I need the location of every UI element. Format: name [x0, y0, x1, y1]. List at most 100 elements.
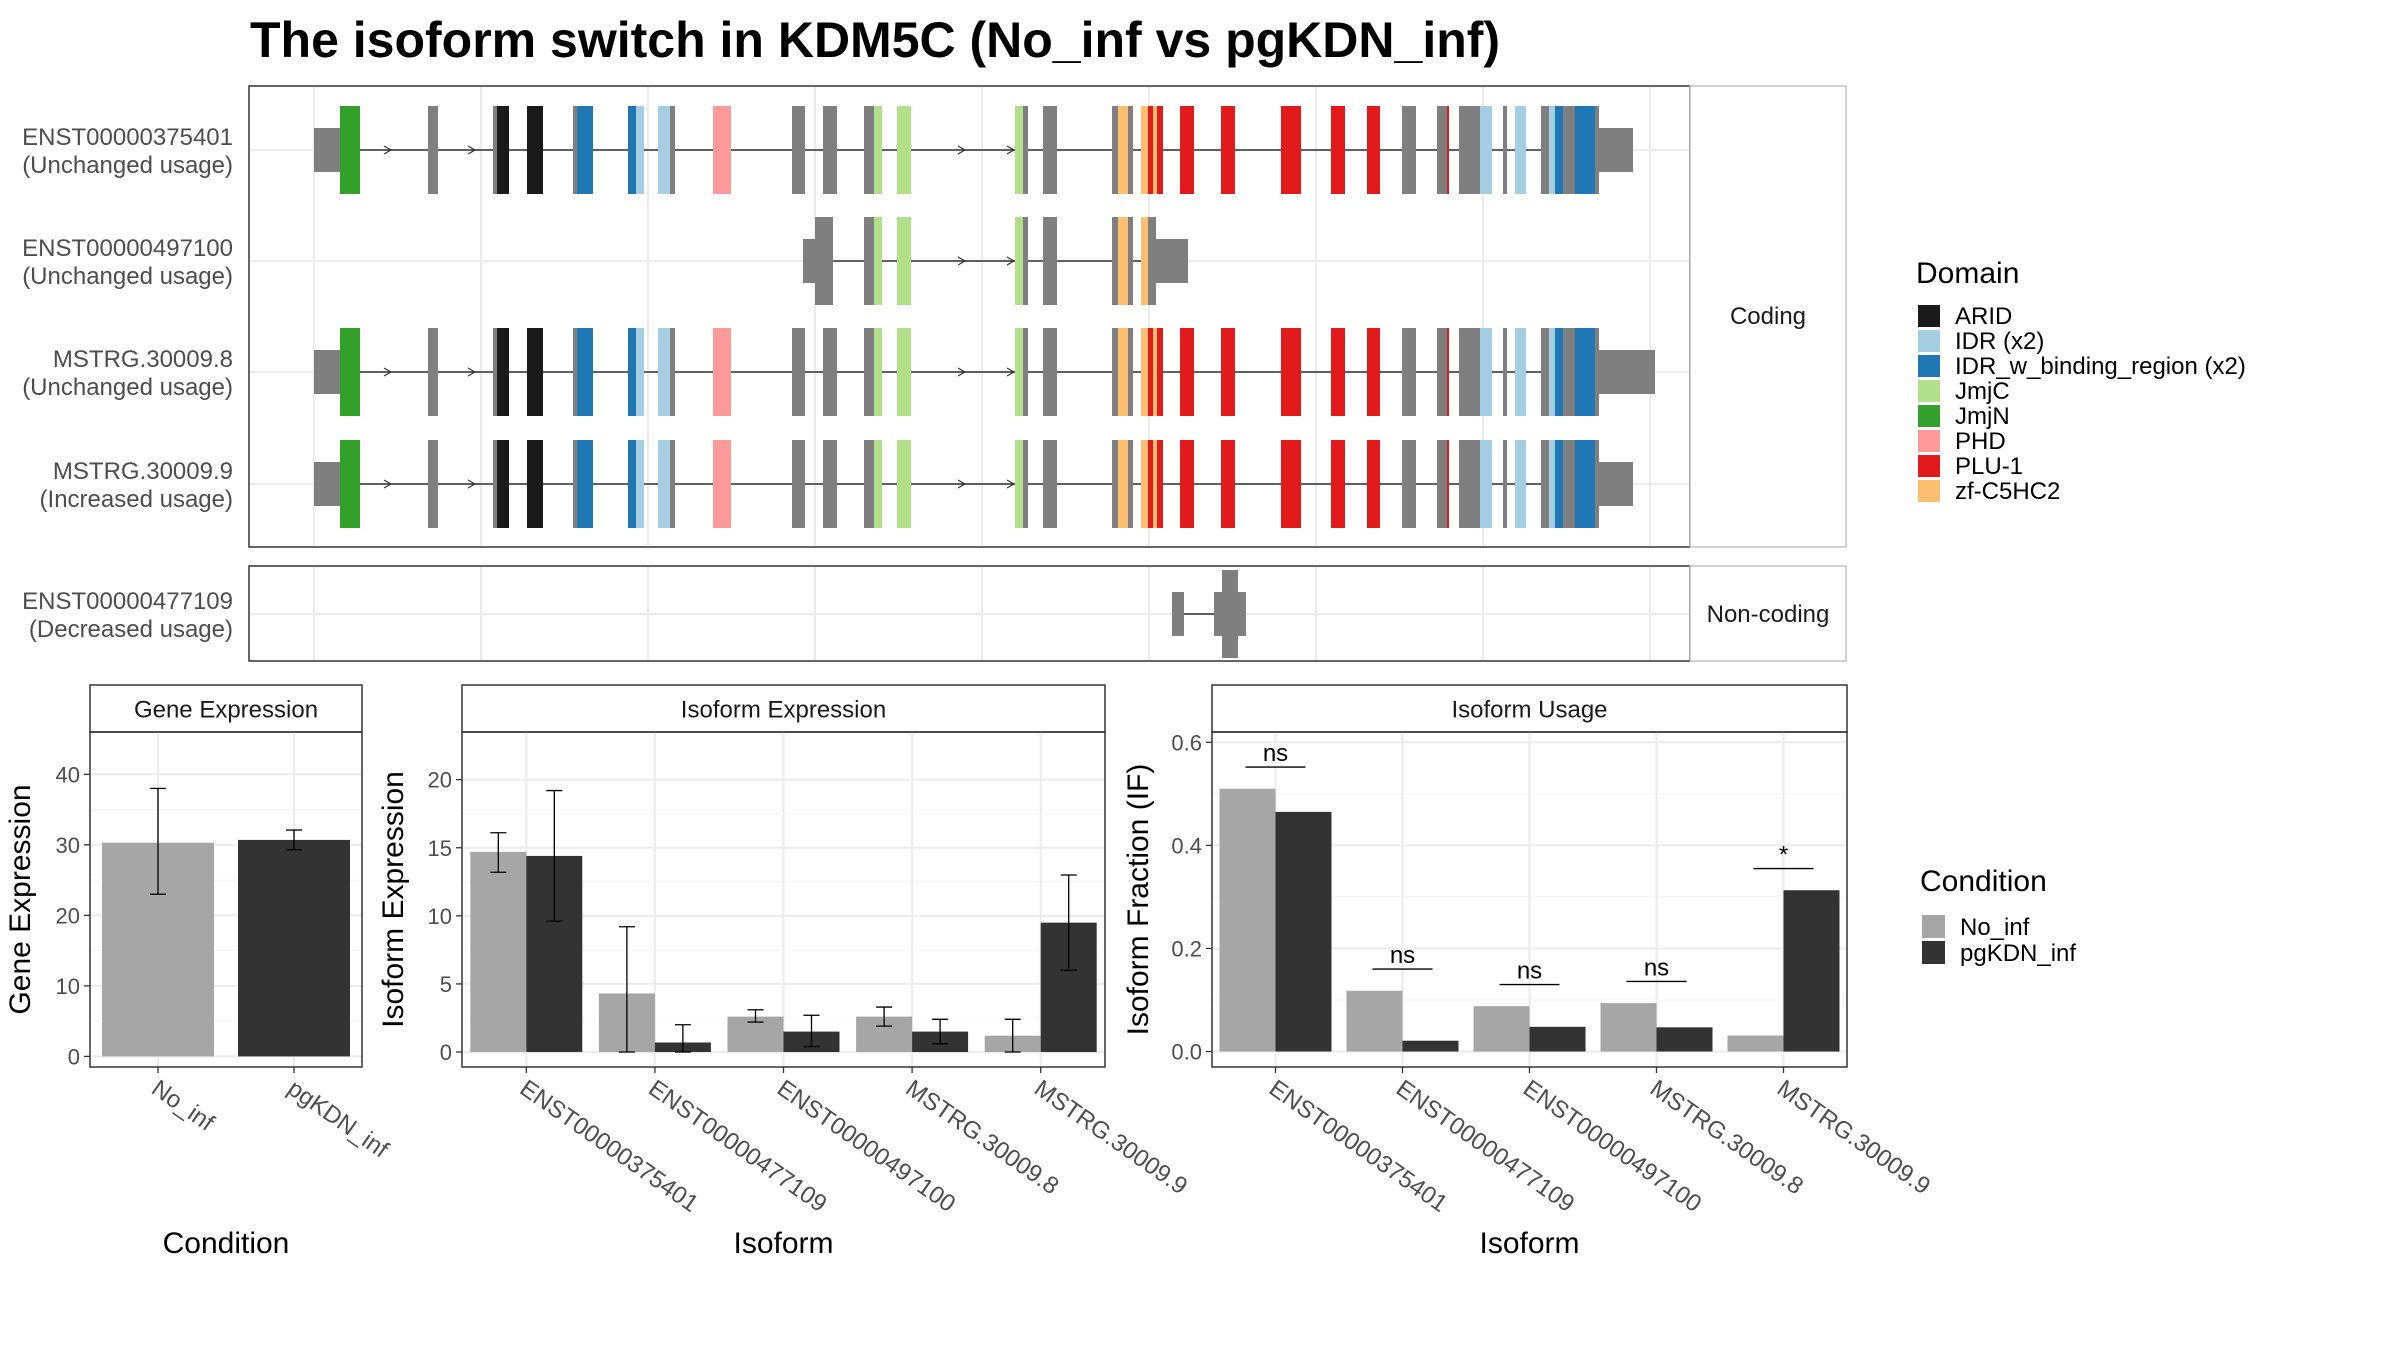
x-axis-title: Isoform — [1479, 1227, 1579, 1260]
noncoding-structure-panel: Non-coding — [248, 565, 1847, 662]
track-mstrg-30009-9-exon — [1112, 440, 1118, 528]
bar-no_inf — [1219, 788, 1276, 1052]
track-mstrg-30009-9-exon — [864, 440, 874, 528]
y-tick-label: 30 — [56, 833, 80, 858]
track-mstrg-30009-9-domain-segment — [628, 440, 636, 528]
track-mstrg-30009-8-domain-segment — [527, 328, 543, 416]
panel-title: Gene Expression — [134, 697, 318, 724]
bar-pgkdn_inf — [1529, 1026, 1586, 1052]
track-enst00000497100-utr — [1156, 239, 1188, 283]
track-mstrg-30009-9-domain-segment — [1281, 440, 1301, 528]
isoform-usage-label: (Unchanged usage) — [22, 374, 233, 401]
track-mstrg-30009-8-domain-segment — [636, 328, 644, 416]
track-enst00000477109-exon — [1172, 592, 1184, 636]
track-enst00000375401-domain-segment — [636, 106, 644, 194]
isoform-expression-chart: Isoform Expression05101520ENST0000037540… — [377, 684, 1192, 1260]
track-mstrg-30009-8-domain-segment — [1549, 328, 1555, 416]
significance-label: ns — [1517, 958, 1542, 985]
track-enst00000375401-domain-segment — [1331, 106, 1345, 194]
track-mstrg-30009-9-exon — [1043, 440, 1057, 528]
track-mstrg-30009-8-exon — [670, 328, 675, 416]
track-mstrg-30009-9-domain-segment — [874, 440, 882, 528]
track-mstrg-30009-9-exon — [493, 440, 497, 528]
domain-legend-label: ARID — [1955, 303, 2012, 330]
track-enst00000375401-domain-segment — [1549, 106, 1555, 194]
track-enst00000497100-domain-segment — [874, 217, 882, 305]
track-enst00000375401-exon — [1459, 106, 1480, 194]
track-enst00000375401-exon — [1043, 106, 1057, 194]
track-mstrg-30009-9-domain-segment — [1157, 440, 1163, 528]
track-enst00000497100-direction-arrow — [1006, 256, 1016, 266]
condition-legend-title: Condition — [1920, 865, 2047, 898]
track-mstrg-30009-8-exon — [1503, 328, 1507, 416]
track-mstrg-30009-9-domain-segment — [527, 440, 543, 528]
panel-title: Isoform Expression — [681, 697, 886, 724]
track-mstrg-30009-9-direction-arrow — [467, 479, 477, 489]
track-enst00000375401-exon — [428, 106, 438, 194]
track-mstrg-30009-9-exon — [428, 440, 438, 528]
track-mstrg-30009-8-domain-segment — [1447, 328, 1449, 416]
track-mstrg-30009-8-domain-segment — [1015, 328, 1023, 416]
track-mstrg-30009-8-direction-arrow — [957, 367, 967, 377]
track-mstrg-30009-9-domain-segment — [658, 440, 670, 528]
y-tick-label: 0.4 — [1171, 833, 1202, 858]
track-mstrg-30009-9-domain-segment — [1515, 440, 1526, 528]
track-enst00000375401-domain-segment — [713, 106, 731, 194]
bar-pgkdn_inf — [1402, 1040, 1459, 1052]
track-enst00000375401-exon — [1128, 106, 1133, 194]
track-mstrg-30009-8-domain-segment — [1575, 328, 1595, 416]
bar-pgkdn_inf — [1783, 890, 1840, 1052]
track-mstrg-30009-8-domain-segment — [1148, 328, 1153, 416]
track-mstrg-30009-8-direction-arrow — [467, 367, 477, 377]
track-enst00000497100-exon — [1128, 217, 1133, 305]
track-mstrg-30009-8-exon — [428, 328, 438, 416]
track-enst00000375401-domain-segment — [1281, 106, 1301, 194]
track-enst00000375401-domain-segment — [340, 106, 360, 194]
track-mstrg-30009-8-domain-segment — [1153, 328, 1157, 416]
track-mstrg-30009-8-domain-segment — [577, 328, 593, 416]
track-mstrg-30009-9-exon — [1437, 440, 1447, 528]
track-enst00000497100-exon — [1148, 217, 1156, 305]
track-enst00000375401-domain-segment — [1148, 106, 1153, 194]
domain-legend-label: IDR_w_binding_region (x2) — [1955, 353, 2246, 380]
y-axis-title: Isoform Fraction (IF) — [1122, 764, 1155, 1036]
track-mstrg-30009-9-domain-segment — [577, 440, 593, 528]
track-mstrg-30009-9-direction-arrow — [957, 479, 967, 489]
track-mstrg-30009-8-exon — [1112, 328, 1118, 416]
track-mstrg-30009-8-domain-segment — [1118, 328, 1128, 416]
track-mstrg-30009-9-domain-segment — [1221, 440, 1235, 528]
isoform-usage-label: (Decreased usage) — [29, 616, 233, 643]
track-mstrg-30009-9-domain-segment — [1148, 440, 1153, 528]
track-enst00000375401-domain-segment — [1515, 106, 1526, 194]
noncoding-strip — [1689, 565, 1847, 662]
panel-strip — [461, 684, 1106, 733]
track-enst00000375401-exon — [493, 106, 497, 194]
domain-legend-label: JmjN — [1955, 403, 2010, 430]
track-enst00000375401-domain-segment — [577, 106, 593, 194]
track-mstrg-30009-8-domain-segment — [628, 328, 636, 416]
bar-no_inf — [1473, 1006, 1530, 1052]
track-mstrg-30009-9-domain-segment — [1015, 440, 1023, 528]
track-mstrg-30009-8-exon — [1023, 328, 1028, 416]
track-enst00000497100-domain-segment — [1015, 217, 1023, 305]
domain-legend-label: PHD — [1955, 428, 2006, 455]
track-enst00000375401-domain-segment — [1575, 106, 1595, 194]
track-mstrg-30009-8-domain-segment — [897, 328, 911, 416]
track-mstrg-30009-8-utr — [1599, 350, 1655, 394]
track-enst00000375401-domain-segment — [1480, 106, 1492, 194]
track-mstrg-30009-9-domain-segment — [897, 440, 911, 528]
significance-label: ns — [1263, 740, 1288, 767]
domain-legend-swatch — [1918, 380, 1940, 402]
track-enst00000497100-domain-segment — [1118, 217, 1128, 305]
track-enst00000497100-exon — [815, 217, 833, 305]
isoform-id-label: ENST00000375401 — [22, 124, 233, 151]
track-mstrg-30009-8-domain-segment — [1281, 328, 1301, 416]
domain-legend-swatch — [1918, 430, 1940, 452]
track-enst00000375401-domain-segment — [1555, 106, 1563, 194]
y-tick-label: 10 — [56, 974, 80, 999]
track-mstrg-30009-8-exon — [314, 350, 340, 394]
condition-legend-label: pgKDN_inf — [1960, 940, 2076, 967]
y-tick-label: 5 — [440, 972, 452, 997]
y-tick-label: 0.6 — [1171, 730, 1202, 755]
